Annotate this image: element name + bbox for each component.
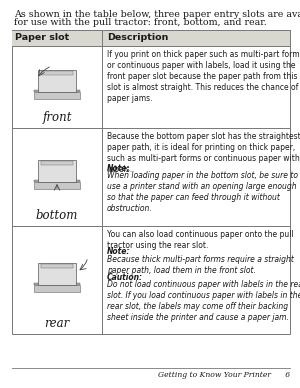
- Text: Because thick multi-part forms require a straight
paper path, load them in the f: Because thick multi-part forms require a…: [107, 255, 294, 275]
- Text: for use with the pull tractor: front, bottom, and rear.: for use with the pull tractor: front, bo…: [14, 18, 267, 27]
- Bar: [41, 264, 73, 268]
- Text: Paper slot: Paper slot: [15, 33, 69, 42]
- Bar: [12, 30, 290, 334]
- Text: If you print on thick paper such as multi-part forms
or continuous paper with la: If you print on thick paper such as mult…: [107, 50, 300, 103]
- Text: Caution:: Caution:: [107, 273, 143, 282]
- Bar: [34, 285, 80, 292]
- Bar: [38, 263, 76, 285]
- Text: Description: Description: [107, 33, 168, 42]
- Bar: [34, 92, 80, 99]
- Text: You can also load continuous paper onto the pull
tractor using the rear slot.: You can also load continuous paper onto …: [107, 230, 294, 250]
- Bar: [34, 90, 80, 92]
- Text: Because the bottom paper slot has the straightest
paper path, it is ideal for pr: Because the bottom paper slot has the st…: [107, 132, 300, 174]
- Bar: [38, 160, 76, 182]
- Bar: [41, 71, 73, 75]
- Text: front: front: [42, 111, 72, 124]
- Bar: [41, 161, 73, 165]
- Text: rear: rear: [44, 317, 70, 330]
- Text: bottom: bottom: [36, 209, 78, 222]
- Text: Do not load continuous paper with labels in the rear
slot. If you load continuou: Do not load continuous paper with labels…: [107, 280, 300, 322]
- Bar: [34, 283, 80, 285]
- Text: Getting to Know Your Printer      6: Getting to Know Your Printer 6: [158, 371, 290, 379]
- Bar: [38, 70, 76, 92]
- Text: Note:: Note:: [107, 164, 130, 173]
- Text: When loading paper in the bottom slot, be sure to
use a printer stand with an op: When loading paper in the bottom slot, b…: [107, 171, 298, 213]
- Bar: [12, 30, 290, 46]
- Text: As shown in the table below, three paper entry slots are available: As shown in the table below, three paper…: [14, 10, 300, 19]
- Bar: [34, 182, 80, 189]
- Text: Note:: Note:: [107, 248, 130, 256]
- Bar: [34, 180, 80, 182]
